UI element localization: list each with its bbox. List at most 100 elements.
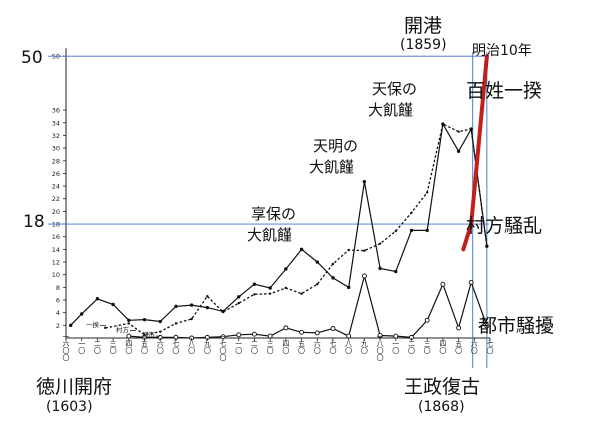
y-tick-label: 4: [56, 309, 60, 317]
reference-label-50: 50: [21, 48, 43, 68]
y-tick-label: 6: [56, 297, 60, 305]
annotation-toshi-sojo: 都市騒擾: [478, 315, 555, 337]
x-tick-label: 八〇: [188, 340, 196, 354]
series-line-1: [70, 122, 488, 326]
data-point: [410, 211, 413, 214]
data-point: [347, 248, 350, 252]
x-tick-label: 三〇: [266, 340, 274, 354]
x-tick-label: 七〇: [486, 339, 494, 354]
chart-series: [69, 54, 490, 341]
data-point: [299, 329, 305, 335]
annotation-hyakusho-ikki: 百姓一揆: [466, 80, 543, 102]
data-point: [189, 303, 194, 307]
reference-label-18: 18: [23, 212, 45, 232]
data-point: [363, 249, 366, 252]
y-tick-label: 16: [52, 233, 60, 241]
data-point: [174, 304, 178, 309]
y-tick-label: 24: [52, 183, 60, 191]
data-point: [95, 297, 100, 301]
data-point: [346, 285, 351, 290]
annotation-tenmei-line2: 大飢饉: [309, 158, 355, 176]
y-tick-label: 14: [52, 246, 60, 254]
x-tick-labels: 一六〇〇 一〇 二〇 三〇 四〇 五〇 六〇 七〇 八〇 九〇 一七〇〇 一〇 二〇 三〇 四〇 五〇 六〇 七〇…: [62, 333, 494, 361]
data-point: [484, 323, 490, 329]
data-point: [190, 317, 193, 321]
data-point: [457, 130, 460, 133]
reference-lines: [48, 52, 489, 368]
y-tick-label: 50: [52, 53, 60, 61]
series-line-3: [128, 273, 488, 339]
data-point: [267, 333, 273, 339]
y-tick-label: 18: [52, 221, 60, 229]
x-tick-label: 三〇: [423, 340, 431, 354]
y-tick-label: 30: [52, 145, 60, 153]
data-point: [485, 245, 489, 248]
x-tick-label: 五〇: [298, 340, 306, 354]
data-point: [314, 330, 320, 336]
data-point: [127, 318, 131, 322]
annotation-murakata-soran: 村方騒乱: [466, 215, 543, 237]
data-point: [253, 293, 256, 296]
annotation-osei-fukko: 王政復古: [404, 376, 481, 398]
x-tick-label: 九〇: [360, 339, 368, 354]
data-point: [361, 273, 367, 279]
data-point: [80, 312, 84, 316]
x-tick-label: 七〇: [329, 339, 337, 354]
y-tick-label: 20: [52, 208, 60, 216]
data-point: [456, 325, 462, 331]
data-point: [394, 269, 398, 274]
data-point: [456, 149, 461, 153]
highlight-line: [461, 54, 489, 252]
x-tick-label: 二〇: [93, 340, 101, 354]
x-tick-label: 六〇: [313, 339, 321, 354]
annotation-tenpo-line2: 大飢饉: [368, 101, 414, 119]
data-point: [159, 330, 162, 333]
annotation-tenpo-line1: 天保の: [372, 80, 418, 98]
y-tick-label: 26: [52, 170, 60, 178]
legend-label-2: 村方: [116, 325, 130, 334]
x-tick-label: 六〇: [156, 339, 164, 354]
series-line-2: [105, 123, 488, 336]
data-point: [378, 266, 382, 271]
x-tick-label: 一七〇〇: [219, 333, 227, 361]
y-tick-label: 10: [52, 271, 60, 279]
annotation-kaiko: 開港: [404, 15, 443, 37]
annotation-tenmei-line1: 天明の: [313, 137, 359, 155]
y-tick-label: 34: [52, 119, 60, 127]
data-point: [394, 229, 397, 233]
annotation-kyoho-line2: 大飢饉: [247, 226, 293, 244]
x-tick-label: 四〇: [439, 340, 447, 354]
x-tick-label: 五〇: [455, 340, 463, 354]
data-point: [158, 319, 162, 324]
data-point: [284, 286, 288, 290]
x-tick-label: 一〇: [235, 340, 243, 354]
data-point: [126, 333, 132, 339]
y-tick-label: 8: [56, 284, 60, 292]
data-point: [268, 292, 272, 295]
y-tick-label: 12: [52, 259, 60, 267]
data-point: [142, 317, 147, 322]
x-tick-label: 四〇: [125, 340, 133, 354]
data-point: [331, 262, 335, 266]
data-point: [468, 279, 474, 285]
x-tick-label: 一〇: [78, 340, 86, 354]
data-point: [299, 247, 304, 252]
data-point: [300, 292, 303, 295]
data-point: [251, 331, 257, 337]
data-point: [441, 122, 445, 126]
annotation-meiji10: 明治10年: [472, 43, 532, 59]
data-point: [237, 301, 240, 305]
data-point: [237, 295, 241, 299]
data-point: [236, 332, 242, 338]
data-point: [104, 326, 107, 330]
data-point: [377, 333, 383, 338]
annotation-kyoho-line1: 享保の: [251, 205, 297, 223]
x-tick-label: 三〇: [109, 340, 117, 354]
data-point: [362, 179, 367, 184]
y-tick-label: 36: [52, 107, 60, 115]
data-point: [69, 323, 73, 328]
annotation-osei-year: (1868): [418, 399, 465, 415]
y-tick-label: 32: [52, 132, 60, 140]
data-point: [440, 281, 446, 287]
